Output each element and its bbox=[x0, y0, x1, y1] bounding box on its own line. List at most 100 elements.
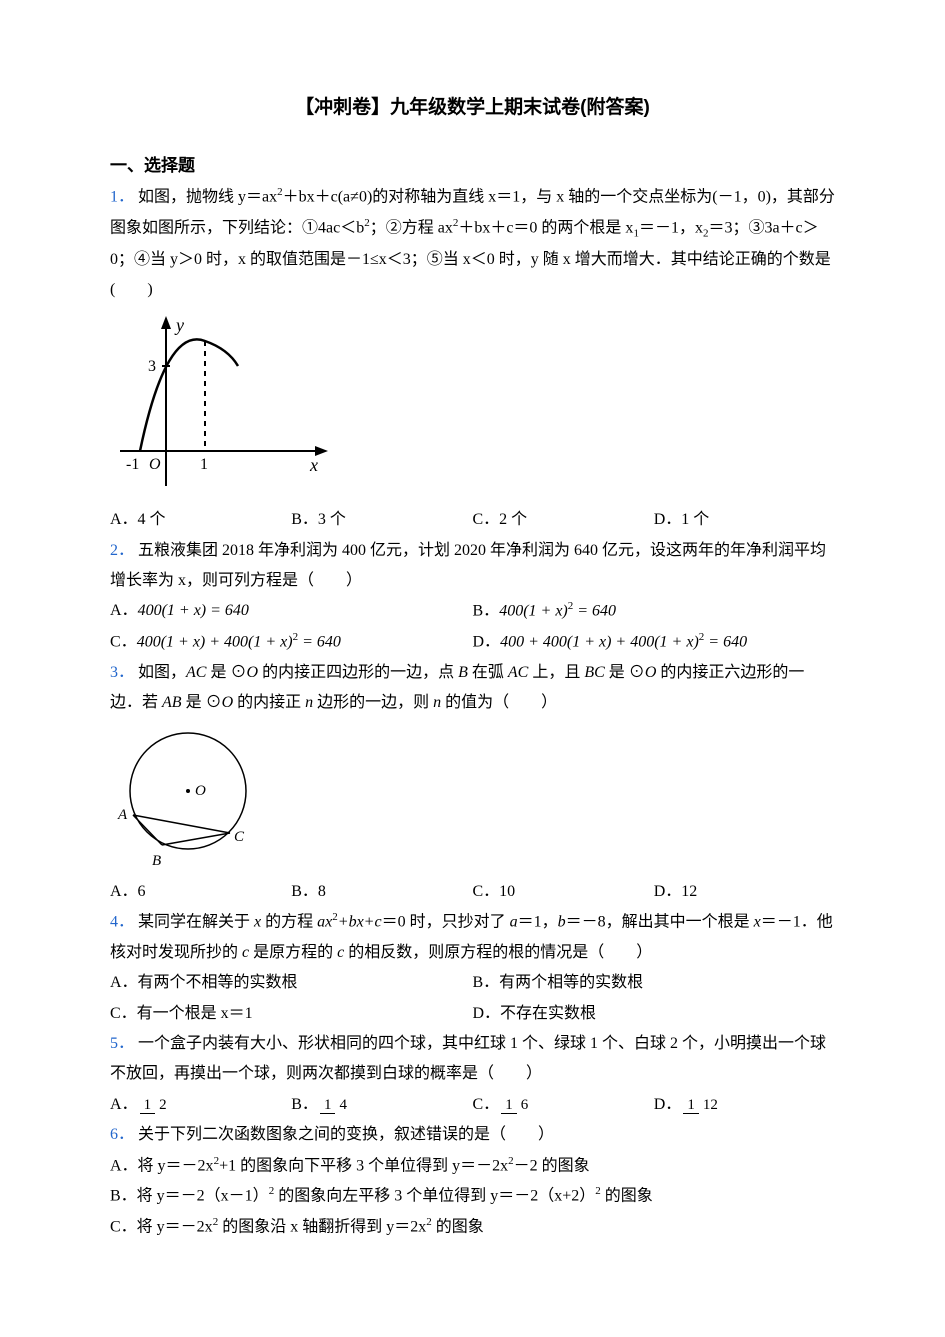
opt-text: 的图象沿 x 轴翻折得到 y＝2x bbox=[218, 1218, 426, 1235]
q2-text: 五粮液集团 2018 年净利润为 400 亿元，计划 2020 年净利润为 64… bbox=[110, 542, 826, 589]
q4-text: 的方程 bbox=[261, 913, 317, 930]
var: a bbox=[510, 913, 518, 930]
neg1-label: -1 bbox=[126, 456, 139, 473]
option-a: A．4 个 bbox=[110, 505, 291, 535]
q2-options-row2: C．400(1 + x) + 400(1 + x)2 = 640 D．400 +… bbox=[110, 627, 835, 658]
denominator: 12 bbox=[699, 1097, 722, 1113]
option-c: C．有一个根是 x＝1 bbox=[110, 999, 473, 1029]
q5-text: 一个盒子内装有大小、形状相同的四个球，其中红球 1 个、绿球 1 个、白球 2 … bbox=[110, 1035, 826, 1082]
var: BC bbox=[584, 664, 604, 681]
opt-text: 的图象 bbox=[432, 1218, 484, 1235]
question-5: 5． 一个盒子内装有大小、形状相同的四个球，其中红球 1 个、绿球 1 个、白球… bbox=[110, 1029, 835, 1090]
eq: 400(1 + x) + 400(1 + x) bbox=[137, 634, 293, 651]
point-c-label: C bbox=[234, 829, 245, 845]
numerator: 1 bbox=[683, 1097, 699, 1114]
opt-pre: D． bbox=[473, 634, 501, 651]
numerator: 1 bbox=[140, 1097, 156, 1114]
origin-label: O bbox=[149, 456, 161, 473]
x-axis-label: x bbox=[309, 455, 318, 475]
option-c: C．将 y＝－2x2 的图象沿 x 轴翻折得到 y＝2x2 的图象 bbox=[110, 1212, 835, 1243]
var: O bbox=[222, 694, 234, 711]
q2-options-row1: A．400(1 + x) = 640 B．400(1 + x)2 = 640 bbox=[110, 596, 835, 627]
section-heading: 一、选择题 bbox=[110, 150, 835, 182]
q3-text: 是 ⊙ bbox=[605, 664, 645, 681]
parabola-graph: y x O -1 1 3 bbox=[110, 311, 340, 501]
option-c: C．10 bbox=[473, 877, 654, 907]
option-b: B．将 y＝－2（x－1）2 的图象向左平移 3 个单位得到 y＝－2（x+2）… bbox=[110, 1181, 835, 1212]
option-d: D．400 + 400(1 + x) + 400(1 + x)2 = 640 bbox=[473, 627, 836, 658]
q3-options: A．6 B．8 C．10 D．12 bbox=[110, 877, 835, 907]
page-title: 【冲刺卷】九年级数学上期末试卷(附答案) bbox=[110, 90, 835, 126]
q4-text: ＝0 时，只抄对了 bbox=[382, 913, 510, 930]
opt-text: －2 的图象 bbox=[514, 1157, 590, 1174]
eq: 400 + 400(1 + x) + 400(1 + x) bbox=[500, 634, 699, 651]
option-a: A．400(1 + x) = 640 bbox=[110, 596, 473, 627]
eq: 400(1 + x) = 640 bbox=[138, 602, 249, 619]
q4-options-row1: A．有两个不相等的实数根 B．有两个相等的实数根 bbox=[110, 968, 835, 998]
q6-text: 关于下列二次函数图象之间的变换，叙述错误的是（ ） bbox=[138, 1126, 554, 1143]
fraction: 112 bbox=[683, 1097, 722, 1114]
y-axis-label: y bbox=[174, 315, 184, 335]
qnum-6: 6． bbox=[110, 1126, 134, 1143]
question-4: 4． 某同学在解关于 x 的方程 ax2+bx+c＝0 时，只抄对了 a＝1，b… bbox=[110, 907, 835, 968]
opt-text: +1 的图象向下平移 3 个单位得到 y＝－2x bbox=[219, 1157, 508, 1174]
denominator: 2 bbox=[155, 1097, 171, 1113]
fraction: 12 bbox=[140, 1097, 171, 1114]
option-d: D．不存在实数根 bbox=[473, 999, 836, 1029]
opt-pre: A． bbox=[110, 602, 138, 619]
option-d: D．12 bbox=[654, 877, 835, 907]
q4-text: ＝－8，解出其中一个根是 bbox=[566, 913, 754, 930]
var: b bbox=[558, 913, 566, 930]
option-b: B．有两个相等的实数根 bbox=[473, 968, 836, 998]
q4-text: 的相反数，则原方程的根的情况是（ ） bbox=[344, 944, 652, 961]
var: AC bbox=[186, 664, 206, 681]
option-c: C．16 bbox=[473, 1090, 654, 1120]
eq: 400(1 + x) bbox=[499, 603, 568, 620]
q1-text: 如图，抛物线 y＝ax bbox=[138, 189, 277, 206]
opt-pre: C． bbox=[110, 634, 137, 651]
option-b: B．8 bbox=[291, 877, 472, 907]
option-b: B．3 个 bbox=[291, 505, 472, 535]
opt-pre: D． bbox=[654, 1096, 682, 1113]
q3-text: 的内接正 bbox=[233, 694, 305, 711]
denominator: 4 bbox=[335, 1097, 351, 1113]
option-a: A．将 y＝－2x2+1 的图象向下平移 3 个单位得到 y＝－2x2－2 的图… bbox=[110, 1151, 835, 1182]
option-a: A．有两个不相等的实数根 bbox=[110, 968, 473, 998]
eq: = 640 bbox=[704, 634, 747, 651]
var: AB bbox=[162, 694, 182, 711]
q3-text: 边形的一边，则 bbox=[313, 694, 433, 711]
option-b: B．400(1 + x)2 = 640 bbox=[473, 596, 836, 627]
q1-text: ＝－1，x bbox=[639, 219, 703, 236]
denominator: 6 bbox=[517, 1097, 533, 1113]
eq: = 640 bbox=[573, 603, 616, 620]
opt-pre: B． bbox=[473, 603, 500, 620]
opt-text: 的图象向左平移 3 个单位得到 y＝－2（x+2） bbox=[274, 1188, 595, 1205]
center-o-label: O bbox=[195, 783, 206, 799]
question-1: 1． 如图，抛物线 y＝ax2＋bx＋c(a≠0)的对称轴为直线 x＝1，与 x… bbox=[110, 182, 835, 305]
q4-text: 是原方程的 bbox=[249, 944, 337, 961]
var: O bbox=[645, 664, 657, 681]
var: x bbox=[754, 913, 761, 930]
opt-text: A．将 y＝－2x bbox=[110, 1157, 214, 1174]
option-d: D．1 个 bbox=[654, 505, 835, 535]
eq: = 640 bbox=[298, 634, 341, 651]
numerator: 1 bbox=[320, 1097, 336, 1114]
q4-text: ＝1， bbox=[518, 913, 558, 930]
opt-pre: C． bbox=[473, 1096, 500, 1113]
q1-text: ；②方程 ax bbox=[370, 219, 453, 236]
opt-pre: B． bbox=[291, 1096, 318, 1113]
point-a-label: A bbox=[117, 807, 128, 823]
option-a: A．6 bbox=[110, 877, 291, 907]
qnum-3: 3． bbox=[110, 664, 134, 681]
var: O bbox=[247, 664, 259, 681]
var: B bbox=[458, 664, 468, 681]
circle-diagram: O A B C bbox=[110, 723, 270, 873]
q5-options: A．12 B．14 C．16 D．112 bbox=[110, 1090, 835, 1120]
q3-text: 是 ⊙ bbox=[206, 664, 246, 681]
qnum-2: 2． bbox=[110, 542, 134, 559]
option-c: C．400(1 + x) + 400(1 + x)2 = 640 bbox=[110, 627, 473, 658]
option-a: A．12 bbox=[110, 1090, 291, 1120]
question-6: 6． 关于下列二次函数图象之间的变换，叙述错误的是（ ） bbox=[110, 1120, 835, 1150]
qnum-5: 5． bbox=[110, 1035, 134, 1052]
var: n bbox=[305, 694, 313, 711]
